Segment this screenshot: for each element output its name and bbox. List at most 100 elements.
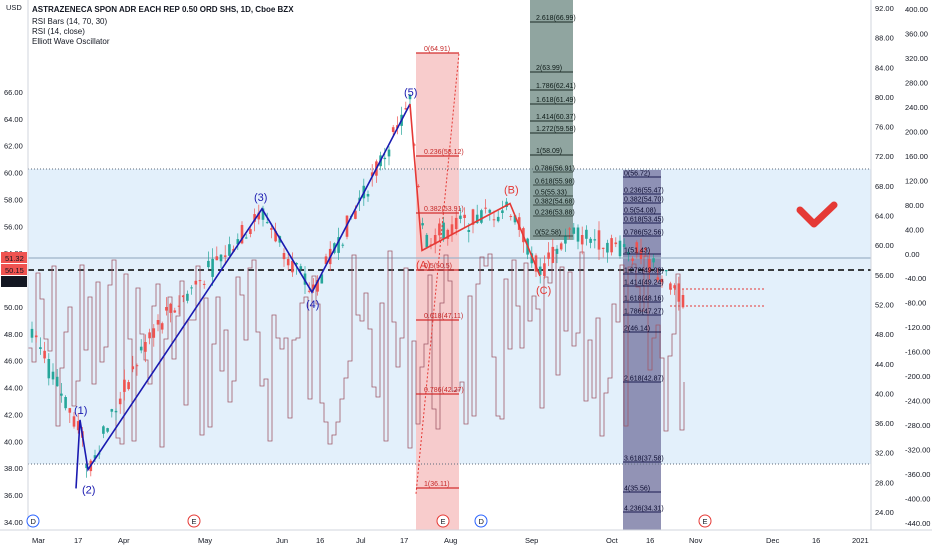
y-tick-label: 48.00 xyxy=(4,330,23,339)
candle-body xyxy=(622,244,626,247)
candle-body xyxy=(219,254,223,262)
y-tick-label: 56.00 xyxy=(4,222,23,231)
fib-navy-label: 0.236(55.47) xyxy=(624,188,664,195)
event-marker xyxy=(26,514,40,528)
right-tick-b: -40.00 xyxy=(905,274,926,283)
fib-red-label: 0.618(47.11) xyxy=(424,313,463,320)
fib-navy-label: 1(51.43) xyxy=(624,248,650,255)
candle-body xyxy=(631,258,634,261)
candle-body xyxy=(648,259,651,273)
candle-body xyxy=(606,242,609,253)
x-tick-label: 2021 xyxy=(852,536,869,545)
candle-body xyxy=(286,259,290,266)
candle-body xyxy=(505,201,508,207)
x-tick-label: Apr xyxy=(118,536,130,545)
fib-navy-label: 3.618(37.58) xyxy=(624,456,664,463)
candle-body xyxy=(236,239,240,245)
wave-label-blue: (1) xyxy=(74,405,87,417)
candle-body xyxy=(366,194,370,197)
candle-body xyxy=(55,376,59,387)
wave-label-blue: (5) xyxy=(404,87,417,99)
candle-body xyxy=(673,285,676,289)
candle-body xyxy=(669,283,672,290)
candle-body xyxy=(534,255,538,272)
right-tick-a: 52.00 xyxy=(875,300,894,309)
y-tick-label: 50.00 xyxy=(4,303,23,312)
candle-body xyxy=(173,310,177,313)
candle-body xyxy=(64,397,67,409)
event-marker-label: D xyxy=(31,517,37,526)
y-tick-label: 42.00 xyxy=(4,410,23,419)
candle-body xyxy=(383,157,387,160)
candle-body xyxy=(509,216,513,217)
x-tick-label: Mar xyxy=(32,536,45,545)
elliott-corrective-line xyxy=(409,103,541,277)
elliott-impulse-line xyxy=(75,103,411,489)
right-tick-a: 60.00 xyxy=(875,241,894,250)
fib-gray-label: 1.272(59.58) xyxy=(536,126,576,133)
candle-body xyxy=(555,248,559,254)
candle-body xyxy=(181,295,185,298)
candle-body xyxy=(601,247,605,249)
chart-title: ASTRAZENECA SPON ADR EACH REP 0.50 ORD S… xyxy=(32,5,294,14)
fib-gray-label: 1(58.09) xyxy=(536,148,562,155)
candle-body xyxy=(408,94,412,100)
candle-body xyxy=(610,238,613,253)
x-tick-label: Oct xyxy=(606,536,619,545)
candle-body xyxy=(186,293,189,301)
candle-body xyxy=(253,214,256,222)
candle-body xyxy=(261,208,265,220)
candle-body xyxy=(597,230,601,250)
fib-red-label: 0.786(42.27) xyxy=(424,387,464,394)
right-tick-a: 68.00 xyxy=(875,182,894,191)
right-tick-b: -360.00 xyxy=(905,470,930,479)
right-tick-b: -120.00 xyxy=(905,323,930,332)
right-tick-b: -80.00 xyxy=(905,299,926,308)
y-tick-label: 58.00 xyxy=(4,195,23,204)
candle-body xyxy=(312,284,315,290)
y-tick-label: 62.00 xyxy=(4,142,23,151)
event-marker-label: D xyxy=(479,517,485,526)
candle-body xyxy=(265,222,269,224)
red-checkmark xyxy=(796,201,838,228)
candle-body xyxy=(635,242,639,254)
candle-body xyxy=(475,214,479,223)
candle-body xyxy=(572,227,576,234)
right-tick-a: 80.00 xyxy=(875,93,894,102)
candle-body xyxy=(207,260,210,268)
fib-red-label: 0.382(53.91) xyxy=(424,206,464,213)
right-tick-a: 72.00 xyxy=(875,152,894,161)
right-tick-b: 160.00 xyxy=(905,152,928,161)
x-tick-label: 17 xyxy=(74,536,82,545)
candle-body xyxy=(34,335,38,338)
candle-body xyxy=(30,328,34,338)
fib-red-label: 0.236(58.12) xyxy=(424,149,464,156)
candle-body xyxy=(240,225,244,244)
right-tick-b: 80.00 xyxy=(905,201,924,210)
candle-body xyxy=(320,274,324,284)
indicator-label: RSI (14, close) xyxy=(32,27,85,36)
currency-label: USD xyxy=(6,3,22,12)
candle-body xyxy=(463,214,466,218)
wave-label-blue: (2) xyxy=(82,485,95,497)
candle-body xyxy=(148,332,151,339)
candle-body xyxy=(152,328,156,338)
candle-body xyxy=(211,258,214,277)
candle-body xyxy=(488,209,492,213)
candle-body xyxy=(517,217,521,230)
candle-body xyxy=(274,230,277,242)
y-tick-label: 40.00 xyxy=(4,437,23,446)
fib-diagonal xyxy=(415,52,460,494)
candle-body xyxy=(72,416,76,427)
y-tick-label: 38.00 xyxy=(4,464,23,473)
y-tick-label: 44.00 xyxy=(4,384,23,393)
candle-body xyxy=(85,464,88,469)
candle-body xyxy=(614,242,618,245)
candle-body xyxy=(559,243,563,250)
candle-body xyxy=(127,382,130,390)
candle-body xyxy=(467,230,471,232)
rsi-step-line xyxy=(27,249,685,470)
candle-body xyxy=(202,283,206,285)
